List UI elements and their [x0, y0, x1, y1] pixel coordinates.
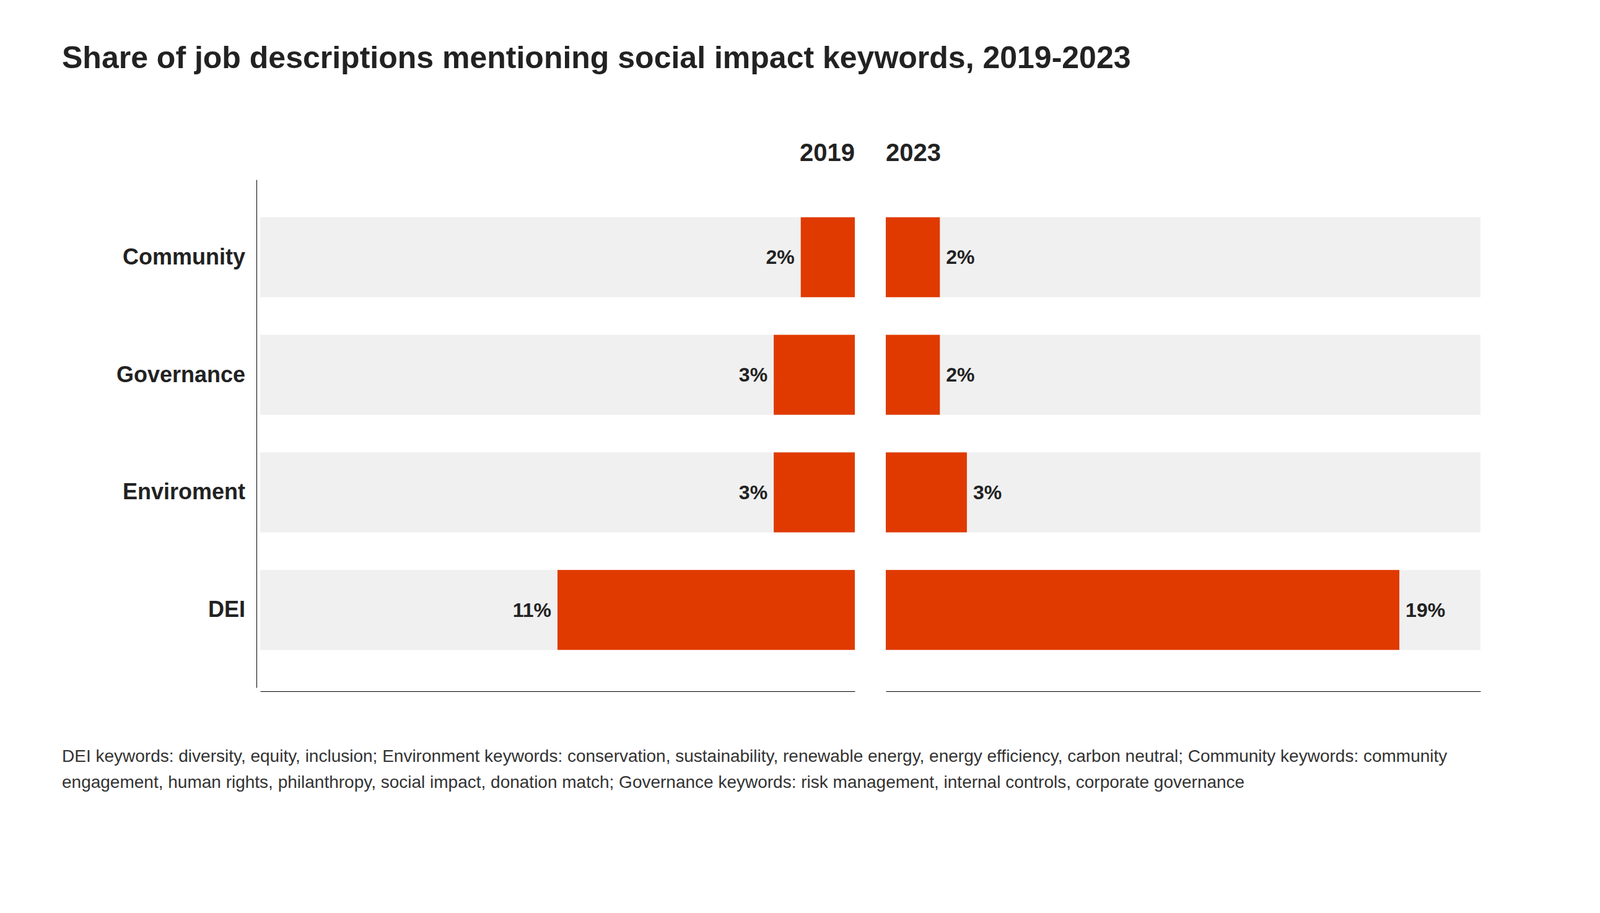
x-axis: [260, 691, 856, 692]
annotation-line: DEI keywords: diversity, equity, inclusi…: [61, 746, 1447, 766]
title: Share of job descriptions mentioning soc…: [61, 40, 1132, 75]
bar: [557, 569, 855, 650]
data-label: 19%: [1405, 598, 1446, 622]
track: [885, 452, 1481, 533]
track: [260, 335, 855, 416]
y-tick: Governance: [116, 361, 257, 388]
track: [260, 452, 855, 533]
data-label: 3%: [973, 481, 1002, 504]
bar: [773, 452, 855, 533]
category-label: Enviroment: [122, 478, 246, 505]
data-label: 2%: [765, 245, 795, 269]
bar: [885, 335, 940, 416]
track: [885, 335, 1481, 416]
x-axis: [886, 691, 1482, 692]
panel-marks: [885, 217, 1481, 651]
bar: [800, 217, 855, 298]
bar: [885, 452, 967, 533]
y-axis: Community Governance Enviroment DEI: [116, 180, 258, 689]
track: [885, 569, 1481, 650]
series-label: 2019: [799, 138, 855, 167]
bar: [885, 217, 940, 298]
chart-svg: Share of job descriptions mentioning soc…: [0, 0, 1600, 913]
y-tick: Community: [122, 244, 257, 270]
data-label: 3%: [738, 363, 768, 386]
data-labels: 2% 3% 3% 11%: [512, 245, 795, 621]
y-axis-line: [256, 180, 258, 689]
annotation-line: engagement, human rights, philanthropy, …: [61, 772, 1245, 792]
data-label: 2%: [945, 245, 975, 269]
data-label: 2%: [945, 363, 975, 386]
y-tick: DEI: [208, 596, 257, 622]
data-labels: 2% 2% 3% 19%: [945, 245, 1446, 621]
data-label: 11%: [512, 598, 552, 622]
data-label: 3%: [738, 481, 768, 504]
bar: [773, 335, 855, 416]
track: [260, 217, 855, 298]
y-tick: Enviroment: [122, 478, 257, 505]
track: [885, 217, 1481, 298]
annotation: DEI keywords: diversity, equity, inclusi…: [61, 746, 1447, 792]
category-label: Community: [122, 244, 246, 270]
bar: [885, 569, 1400, 650]
x-axis-line: [886, 691, 1482, 692]
x-axis-line: [260, 691, 856, 692]
panel-marks: [260, 217, 855, 651]
track: [260, 569, 855, 650]
series-label: 2023: [885, 138, 941, 167]
category-label: Governance: [116, 361, 246, 388]
chart-container: Share of job descriptions mentioning soc…: [0, 0, 1600, 913]
category-label: DEI: [208, 596, 246, 622]
